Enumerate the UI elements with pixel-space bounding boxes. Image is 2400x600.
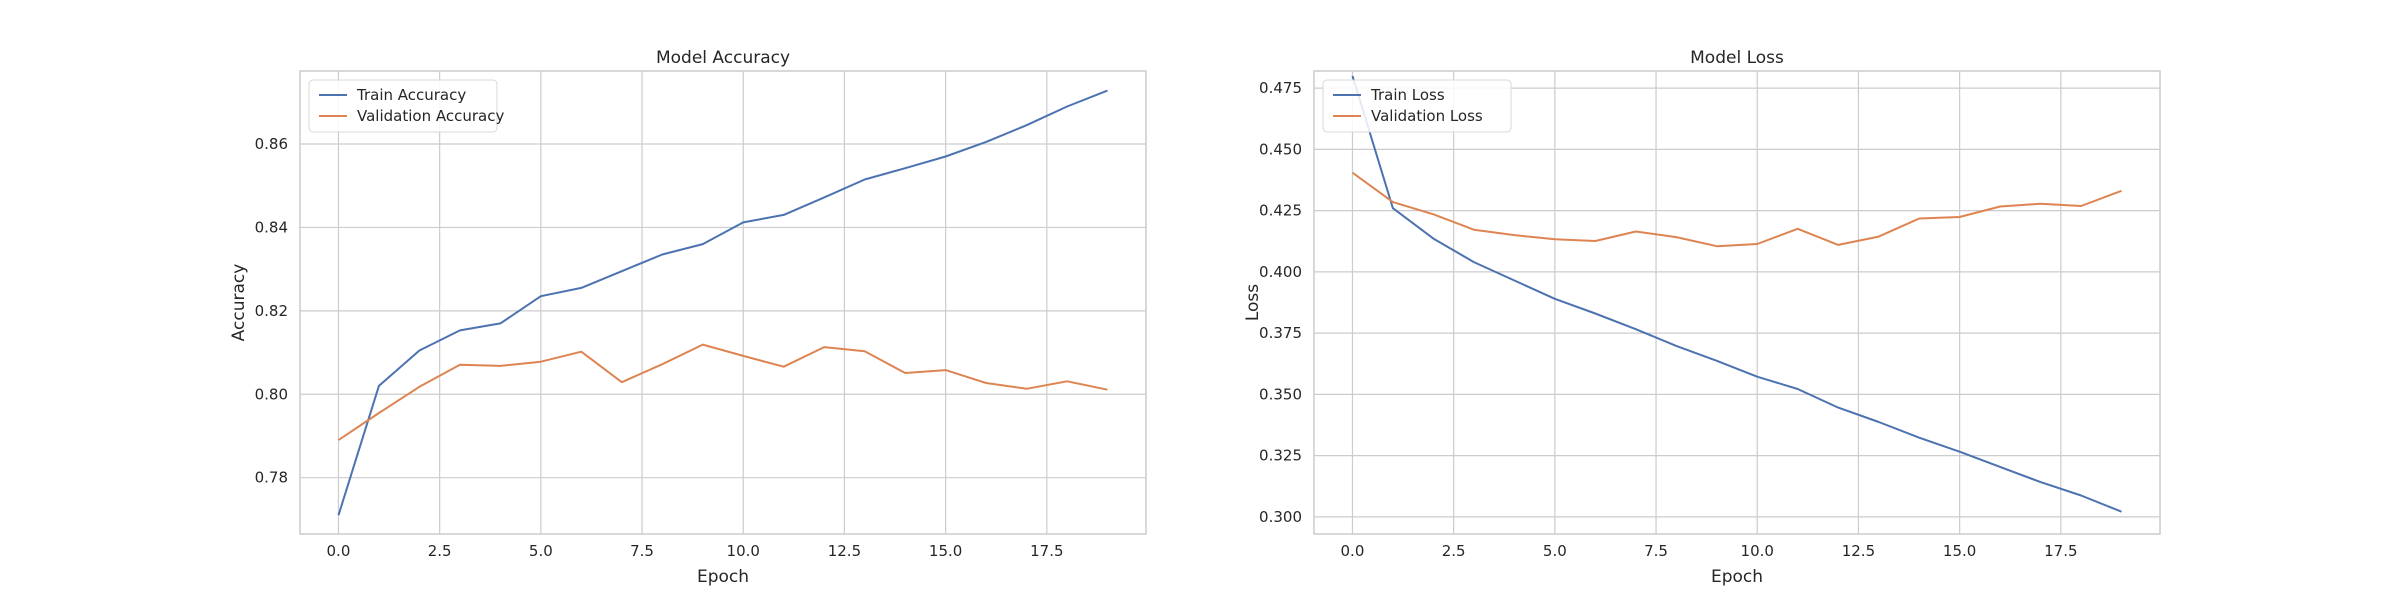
accuracy-chart-x-tick-label: 2.5: [428, 542, 452, 560]
loss-chart-legend: Train Loss Validation Loss: [1322, 79, 1512, 133]
loss-chart-y-tick-label: 0.425: [1259, 202, 1302, 220]
accuracy-chart-x-tick-label: 5.0: [529, 542, 553, 560]
loss-chart-y-tick-label: 0.450: [1259, 140, 1302, 158]
accuracy-chart-y-tick-label: 0.78: [255, 469, 288, 487]
accuracy-chart-y-tick-label: 0.86: [255, 135, 288, 153]
loss-chart-x-tick-label: 17.5: [2044, 542, 2077, 560]
loss-chart-x-tick-label: 15.0: [1943, 542, 1976, 560]
accuracy-chart-x-tick-label: 12.5: [828, 542, 861, 560]
loss-chart-y-tick-label: 0.300: [1259, 508, 1302, 526]
accuracy-chart-frame: [299, 70, 1147, 535]
loss-chart-legend-label-train-loss: Train Loss: [1370, 86, 1445, 104]
accuracy-chart-xlabel: Epoch: [697, 567, 749, 587]
accuracy-chart-series-validation-accuracy: [337, 343, 1108, 441]
loss-chart-y-tick-label: 0.400: [1259, 263, 1302, 281]
loss-chart-y-tick-label: 0.350: [1259, 385, 1302, 403]
loss-chart-ylabel: Loss: [1243, 284, 1263, 321]
loss-chart: Model Loss Epoch Loss 0.0 2.5 5.0 7.5 10.0 12…: [1243, 48, 2161, 587]
accuracy-chart-x-tick-label: 17.5: [1030, 542, 1063, 560]
accuracy-chart-x-tick-label: 10.0: [727, 542, 760, 560]
loss-chart-series-validation-loss: [1351, 171, 2122, 248]
loss-chart-y-tick-label: 0.475: [1259, 79, 1302, 97]
loss-chart-legend-box: [1322, 79, 1512, 133]
accuracy-chart-ylabel: Accuracy: [229, 264, 249, 342]
loss-chart-background: [1314, 71, 2160, 534]
loss-chart-x-tick-label: 7.5: [1644, 542, 1668, 560]
accuracy-chart-x-tick-label: 15.0: [929, 542, 962, 560]
accuracy-chart-legend-box: [308, 79, 498, 133]
accuracy-chart-title: Model Accuracy: [656, 48, 790, 68]
loss-chart-xlabel: Epoch: [1711, 567, 1763, 587]
accuracy-chart-y-tick-label: 0.82: [255, 302, 288, 320]
loss-chart-y-tick-label: 0.325: [1259, 447, 1302, 465]
accuracy-chart-background: [300, 71, 1146, 534]
loss-chart-x-tick-label: 10.0: [1741, 542, 1774, 560]
accuracy-chart-y-tick-label: 0.80: [255, 385, 288, 403]
accuracy-chart-legend: Train Accuracy Validation Accuracy: [308, 79, 504, 133]
loss-chart-legend-label-validation-loss: Validation Loss: [1371, 107, 1483, 125]
accuracy-chart-legend-label-train-accuracy: Train Accuracy: [356, 86, 466, 104]
accuracy-chart-y-tick-label: 0.84: [255, 218, 288, 236]
loss-chart-x-tick-label: 0.0: [1341, 542, 1365, 560]
loss-chart-plot-area: 0.0 2.5 5.0 7.5 10.0 12.5 15.0 17.5 0.300 0.325 0.…: [1259, 70, 2161, 560]
loss-chart-series-train-loss: [1351, 75, 2122, 513]
accuracy-chart-x-tick-label: 7.5: [630, 542, 654, 560]
accuracy-chart-plot-area: 0.0 2.5 5.0 7.5 10.0 12.5 15.0 17.5 0.78 0.80 0.82…: [255, 70, 1147, 560]
loss-chart-y-tick-label: 0.375: [1259, 324, 1302, 342]
loss-chart-frame: [1313, 70, 2161, 535]
accuracy-chart-legend-label-validation-accuracy: Validation Accuracy: [357, 107, 504, 125]
loss-chart-x-tick-label: 12.5: [1842, 542, 1875, 560]
loss-chart-x-tick-label: 5.0: [1543, 542, 1567, 560]
accuracy-chart-series-train-accuracy: [337, 89, 1108, 516]
loss-chart-title: Model Loss: [1690, 48, 1784, 68]
accuracy-chart-x-tick-label: 0.0: [327, 542, 351, 560]
accuracy-chart: Model Accuracy Epoch Accuracy 0.0 2.5 5.0 7…: [229, 48, 1147, 587]
loss-chart-x-tick-label: 2.5: [1442, 542, 1466, 560]
